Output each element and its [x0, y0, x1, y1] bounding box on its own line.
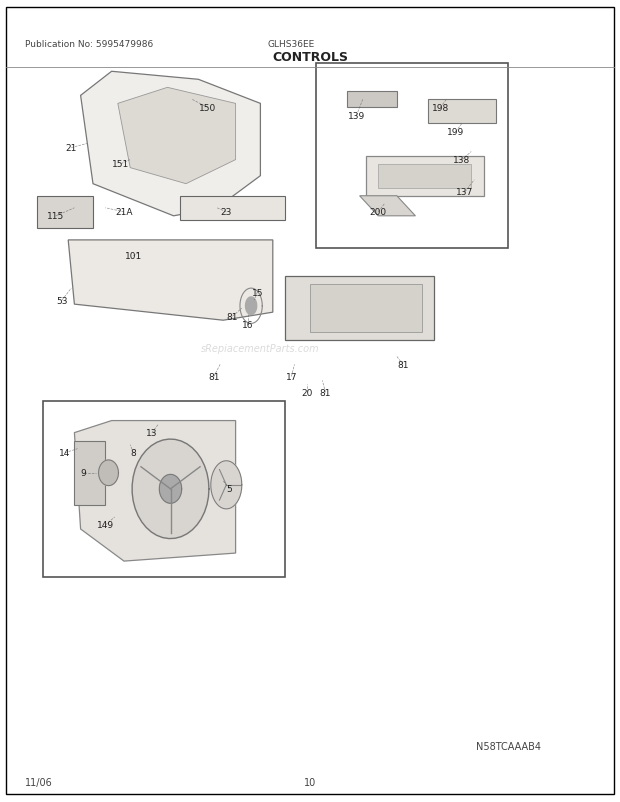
Polygon shape	[366, 156, 484, 196]
Text: 13: 13	[146, 428, 157, 438]
Polygon shape	[180, 196, 285, 221]
Text: 81: 81	[208, 372, 219, 382]
Text: 138: 138	[453, 156, 471, 165]
Text: CONTROLS: CONTROLS	[272, 51, 348, 64]
Text: 149: 149	[97, 520, 114, 530]
Text: 53: 53	[56, 296, 68, 306]
Text: 151: 151	[112, 160, 130, 169]
Polygon shape	[37, 196, 93, 229]
Text: 81: 81	[227, 312, 238, 322]
Polygon shape	[347, 92, 397, 108]
Text: 199: 199	[447, 128, 464, 137]
Text: 11/06: 11/06	[25, 777, 53, 787]
Polygon shape	[74, 421, 236, 561]
Polygon shape	[118, 88, 236, 184]
Polygon shape	[428, 100, 496, 124]
Text: 16: 16	[242, 320, 254, 330]
Text: 81: 81	[397, 360, 409, 370]
Text: Publication No: 5995479986: Publication No: 5995479986	[25, 39, 153, 49]
Polygon shape	[132, 439, 209, 539]
Polygon shape	[360, 196, 415, 217]
Polygon shape	[246, 298, 257, 315]
Polygon shape	[310, 285, 422, 333]
Text: 14: 14	[60, 448, 71, 458]
Text: 5: 5	[226, 484, 232, 494]
Bar	[43, 401, 285, 577]
Text: 198: 198	[432, 103, 449, 113]
Bar	[316, 64, 508, 249]
Text: N58TCAAAB4: N58TCAAAB4	[476, 741, 541, 751]
Text: 8: 8	[130, 448, 136, 458]
Text: 20: 20	[301, 388, 312, 398]
Text: 15: 15	[252, 288, 263, 298]
Text: sRepiacementParts.com: sRepiacementParts.com	[201, 344, 320, 354]
Text: 23: 23	[221, 208, 232, 217]
Text: 17: 17	[286, 372, 297, 382]
Text: 81: 81	[320, 388, 331, 398]
Text: 9: 9	[81, 468, 87, 478]
Polygon shape	[211, 461, 242, 509]
Text: 150: 150	[199, 103, 216, 113]
Polygon shape	[74, 441, 105, 505]
Text: 139: 139	[348, 111, 365, 121]
Text: 10: 10	[304, 777, 316, 787]
Polygon shape	[159, 475, 182, 504]
Text: 21: 21	[66, 144, 77, 153]
Text: GLHS36EE: GLHS36EE	[268, 39, 315, 49]
Text: 115: 115	[47, 212, 64, 221]
Polygon shape	[68, 241, 273, 321]
Text: 101: 101	[125, 252, 142, 261]
Text: 137: 137	[456, 188, 474, 197]
Polygon shape	[378, 164, 471, 188]
Polygon shape	[285, 277, 434, 341]
Polygon shape	[81, 72, 260, 217]
Text: 200: 200	[370, 208, 387, 217]
Polygon shape	[99, 460, 118, 486]
Text: 21A: 21A	[115, 208, 133, 217]
